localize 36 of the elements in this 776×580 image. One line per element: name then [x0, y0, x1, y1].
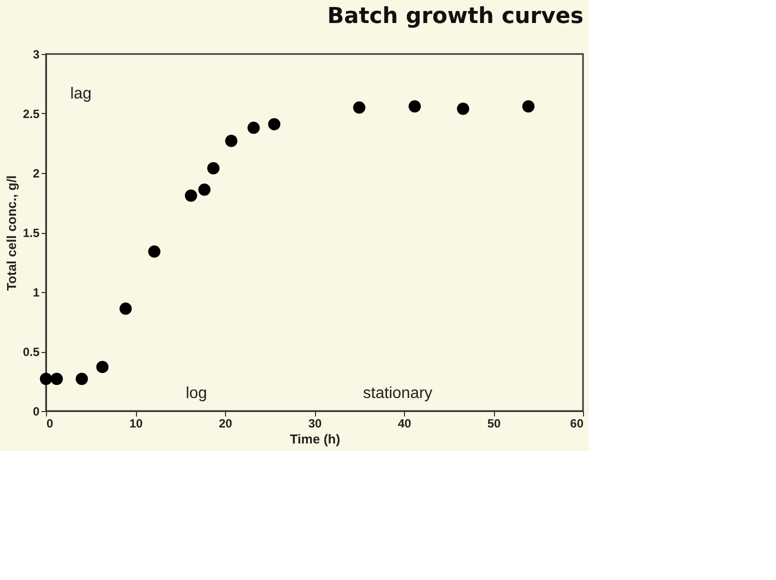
point — [408, 100, 421, 112]
point — [456, 102, 470, 115]
y-tick-label: 0 — [32, 404, 40, 418]
annotation: lag — [70, 85, 92, 102]
point — [96, 360, 109, 374]
point — [184, 190, 198, 202]
y-tick-label: 0.5 — [22, 345, 40, 359]
point — [40, 372, 52, 385]
x-tick-label: 10 — [129, 416, 143, 430]
point — [198, 184, 211, 196]
x-tick-label: 50 — [487, 416, 501, 430]
point — [120, 302, 132, 315]
x-tick-label: 60 — [570, 416, 584, 430]
annotation: log — [186, 385, 208, 402]
point — [353, 101, 366, 114]
point — [522, 100, 535, 112]
x-tick-label: 20 — [218, 416, 232, 430]
x-tick-label: 40 — [398, 416, 412, 430]
y-tick-label: 3 — [32, 48, 40, 62]
y-axis-title: Total cell conc., g/l — [4, 175, 19, 291]
chart-title: Batch growth curves — [327, 4, 584, 29]
y-tick-label: 2.5 — [22, 107, 40, 121]
annotation: stationary — [363, 385, 432, 402]
point — [248, 122, 260, 134]
x-axis-title: Time (h) — [290, 432, 340, 446]
point — [207, 162, 220, 174]
point — [50, 372, 63, 385]
y-tick-label: 2 — [32, 166, 40, 180]
point — [148, 245, 160, 258]
point — [268, 118, 280, 130]
x-tick-label: 0 — [46, 416, 54, 430]
y-tick-label: 1.5 — [22, 226, 40, 240]
point — [76, 372, 88, 385]
y-tick-label: 1 — [32, 286, 40, 300]
x-tick-label: 30 — [308, 416, 322, 430]
point — [225, 134, 238, 147]
